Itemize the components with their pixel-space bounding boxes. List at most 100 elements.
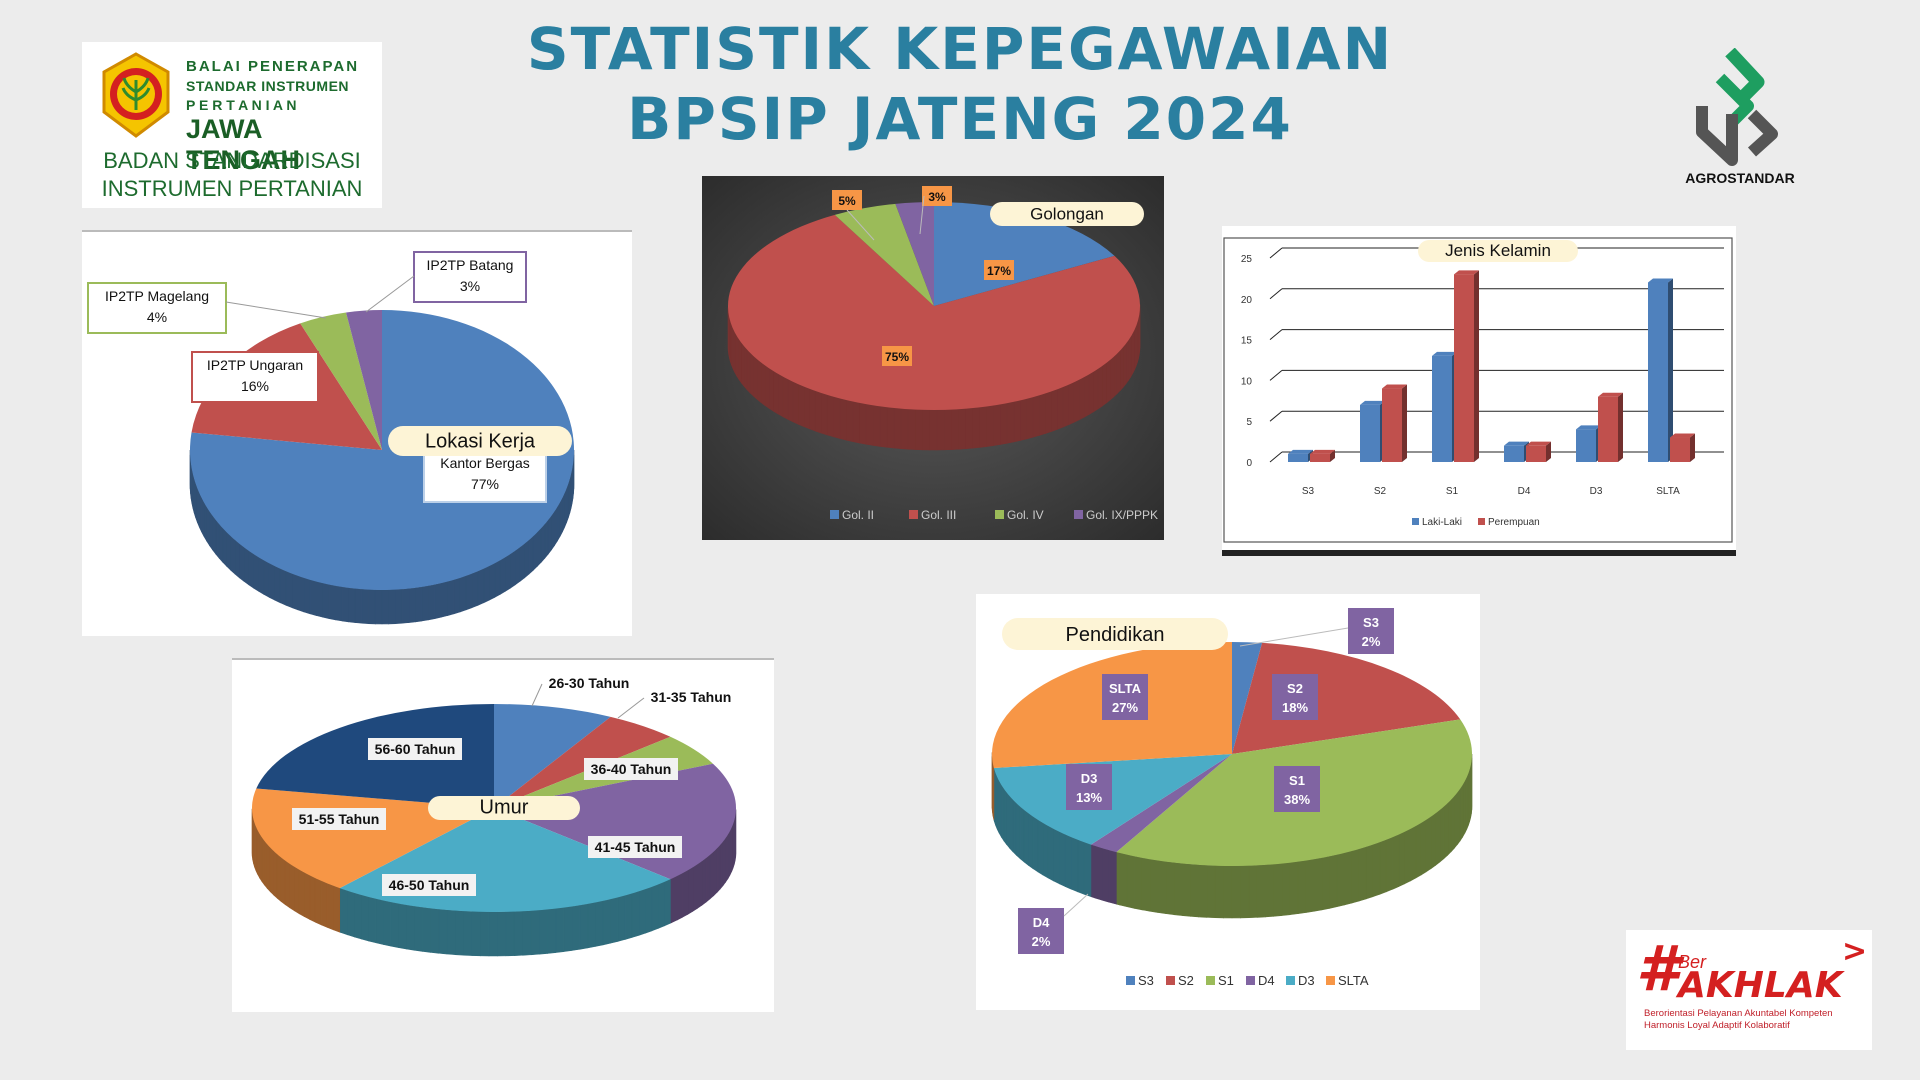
- lokasi-svg: Kantor Bergas 77% IP2TP Ungaran 16% IP2TP Ma…: [87, 251, 575, 625]
- gol-label-ix-box: [922, 186, 952, 206]
- gol-slice-side-1: [1026, 396, 1034, 440]
- lokasi-slice-side-0: [505, 553, 511, 592]
- umur-slice-side-5: [289, 863, 295, 912]
- title-line-2: BPSIP JATENG 2024: [627, 85, 1293, 153]
- lokasi-slice-side-0: [230, 535, 236, 575]
- gol-slice-side-1: [1120, 346, 1124, 392]
- akhlak-sub-2: Harmonis Loyal Adaptif Kolaboratif: [1644, 1020, 1790, 1031]
- jk-bar-1-1: [1382, 388, 1402, 462]
- lokasi-label-batang-box: [413, 251, 527, 303]
- lokasi-slice-side-0: [203, 501, 207, 543]
- pend-label-slta-pct: 27%: [1112, 700, 1138, 715]
- jk-bar-0-3: [1504, 445, 1524, 462]
- umur-slice-side-4: [513, 910, 523, 956]
- gol-slice-side-1: [1013, 400, 1021, 443]
- pend-slice-side-4: [1012, 798, 1017, 856]
- lokasi-slice-side-0: [297, 575, 305, 613]
- umur-slice-side-5: [273, 850, 278, 899]
- umur-title-pill: [428, 796, 580, 820]
- chart-pendidikan: S3 2% S2 18% S1 38% D4 2% D3 13% SLTA 27% Pendidikan…: [976, 594, 1480, 1010]
- pend-slice-side-2: [1358, 846, 1367, 902]
- pend-slice-side-4: [1042, 822, 1049, 879]
- pend-label-d3-pct: 13%: [1076, 790, 1102, 805]
- lokasi-slice-side-0: [547, 514, 552, 555]
- lokasi-label-bergas-text-0: Kantor Bergas: [440, 455, 530, 471]
- umur-slice-side-4: [547, 908, 557, 954]
- jk-legend-1: Perempuan: [1488, 517, 1540, 528]
- akhlak-sub-1: Berorientasi Pelayanan Akuntabel Kompete…: [1644, 1008, 1833, 1019]
- gol-slice-side-1: [1062, 384, 1069, 428]
- jk-ytick-1: 5: [1246, 417, 1252, 428]
- gol-slice-side-1: [743, 345, 748, 391]
- jk-title: Jenis Kelamin: [1445, 241, 1551, 260]
- pend-legend-2: S1: [1218, 973, 1234, 988]
- jk-bar-top-0-1: [1360, 400, 1385, 405]
- umur-slice-side-4: [497, 911, 507, 957]
- umur-label-0: 26-30 Tahun: [549, 675, 630, 691]
- pend-slice-side-2: [1365, 844, 1374, 900]
- lokasi-slice-0: [190, 310, 575, 590]
- lokasi-slice-side-0: [559, 497, 563, 537]
- gol-slice-side-1: [907, 408, 916, 450]
- lokasi-slice-side-0: [354, 588, 363, 624]
- pend-slice-side-2: [1305, 858, 1315, 913]
- akhlak-ber: Ber: [1678, 952, 1707, 972]
- umur-slice-side-4: [587, 902, 596, 949]
- jk-bar-top-0-2: [1432, 351, 1457, 356]
- pend-slice-side-4: [998, 779, 1002, 838]
- pend-slice-side-2: [1248, 865, 1258, 919]
- jk-legend-swatch-1: [1478, 518, 1485, 525]
- chart-jenis-kelamin: 0 5 10 15 20 25 S3 S2 S1 D4 D3 SLTA Jenis Kelamin Lak…: [1222, 226, 1736, 556]
- umur-slice-side-5: [304, 872, 311, 920]
- umur-slice-side-4: [631, 890, 640, 938]
- umur-slice-side-4: [390, 901, 399, 948]
- lokasi-title: Lokasi Kerja: [425, 431, 536, 453]
- lokasi-slice-side-0: [285, 570, 293, 609]
- pend-slice-side-2: [1420, 819, 1427, 876]
- lokasi-slice-side-0: [368, 589, 376, 625]
- pend-slice-side-3: [1094, 845, 1103, 901]
- umur-slice-side-5: [298, 869, 305, 918]
- lokasi-slice-side-0: [499, 556, 506, 595]
- umur-label-4: 46-50 Tahun: [389, 877, 470, 893]
- umur-slice-side-5: [333, 885, 341, 933]
- jk-xtick-0: S3: [1302, 486, 1315, 497]
- gol-slice-side-1: [929, 409, 938, 451]
- logo-line-3: P E R T A N I A N: [186, 97, 297, 113]
- umur-label-3-box: [588, 836, 682, 858]
- pend-slice-side-2: [1240, 865, 1250, 919]
- jk-ytick-3: 15: [1241, 336, 1253, 347]
- lokasi-label-magelang-text-1: 4%: [147, 309, 167, 325]
- pend-label-s3-pct: 2%: [1362, 634, 1381, 649]
- pend-legend-swatch-5: [1326, 976, 1335, 985]
- gol-slice-side-1: [1083, 373, 1090, 418]
- umur-label-6-box: [368, 738, 462, 760]
- lokasi-slice-side-0: [303, 577, 311, 615]
- umur-slice-side-5: [276, 853, 282, 903]
- jk-bar-1-3: [1526, 445, 1546, 462]
- lokasi-slice-side-0: [519, 543, 525, 582]
- lokasi-label-ungaran-box: [191, 351, 319, 403]
- umur-slice-side-4: [602, 898, 611, 946]
- lokasi-label-bergas-text-1: 77%: [471, 476, 499, 492]
- pend-label-s2-name: S2: [1287, 681, 1303, 696]
- lokasi-slice-side-0: [199, 493, 202, 533]
- gol-slice-side-1: [852, 401, 860, 444]
- jk-bar-1-4: [1598, 396, 1618, 462]
- pend-slice-side-2: [1265, 863, 1274, 918]
- jk-bar-top-0-0: [1288, 449, 1313, 454]
- pend-slice-side-2: [1430, 812, 1436, 870]
- gol-slice-side-1: [1078, 376, 1085, 421]
- pend-legend-3: D4: [1258, 973, 1275, 988]
- lokasi-slice-side-0: [554, 505, 558, 547]
- pend-slice-side-4: [1064, 834, 1072, 890]
- chart-lokasi-kerja: Kantor Bergas 77% IP2TP Ungaran 16% IP2TP Ma…: [82, 230, 632, 636]
- pend-leader-d4: [1063, 893, 1089, 917]
- pend-slice-side-2: [1462, 779, 1466, 838]
- pend-label-s2-box: [1272, 674, 1318, 720]
- jk-ytick-4: 20: [1241, 295, 1253, 306]
- lokasi-slice-side-0: [528, 535, 534, 575]
- emblem-icon: [102, 52, 170, 138]
- lokasi-slice-side-0: [201, 497, 205, 537]
- gol-slice-side-1: [922, 409, 930, 451]
